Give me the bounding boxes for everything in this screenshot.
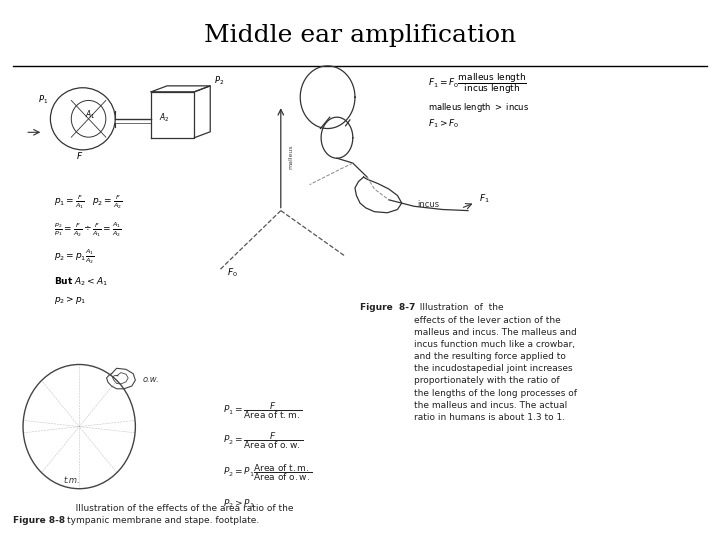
Text: $P_2 > P_1$: $P_2 > P_1$ xyxy=(223,497,255,510)
Text: $A_1$: $A_1$ xyxy=(85,108,95,120)
Text: t.m.: t.m. xyxy=(63,476,81,485)
Text: malleus length $>$ incus: malleus length $>$ incus xyxy=(428,102,530,114)
Text: $P_2$: $P_2$ xyxy=(214,74,224,86)
Text: $F$: $F$ xyxy=(76,150,83,161)
Text: malleus: malleus xyxy=(288,144,293,169)
Text: $F_0$: $F_0$ xyxy=(227,266,238,279)
Text: $p_2 > p_1$: $p_2 > p_1$ xyxy=(54,294,86,306)
Text: $F_1 > F_0$: $F_1 > F_0$ xyxy=(428,118,459,131)
Text: $P_1$: $P_1$ xyxy=(38,93,48,106)
Text: o.w.: o.w. xyxy=(143,375,159,383)
Text: Illustration  of  the
effects of the lever action of the
malleus and incus. The : Illustration of the effects of the lever… xyxy=(414,303,577,422)
Text: Figure 8-8: Figure 8-8 xyxy=(13,516,65,525)
Text: $\frac{p_2}{p_1} = \frac{F}{A_2} \div \frac{F}{A_1} = \frac{A_1}{A_2}$: $\frac{p_2}{p_1} = \frac{F}{A_2} \div \f… xyxy=(54,220,122,239)
Text: $p_1 = \frac{F}{A_1}$   $p_2 = \frac{F}{A_2}$: $p_1 = \frac{F}{A_1}$ $p_2 = \frac{F}{A_… xyxy=(54,194,122,211)
Text: Middle ear amplification: Middle ear amplification xyxy=(204,24,516,46)
Text: $A_2$: $A_2$ xyxy=(159,111,169,124)
Text: $P_2 = \dfrac{F}{\mathrm{Area\ of\ o.w.}}$: $P_2 = \dfrac{F}{\mathrm{Area\ of\ o.w.}… xyxy=(223,430,303,450)
Text: $P_2 = P_1 \dfrac{\mathrm{Area\ of\ t.m.}}{\mathrm{Area\ of\ o.w.}}$: $P_2 = P_1 \dfrac{\mathrm{Area\ of\ t.m.… xyxy=(223,462,313,483)
Text: $p_2 = p_1 \frac{A_1}{A_2}$: $p_2 = p_1 \frac{A_1}{A_2}$ xyxy=(54,247,94,266)
Text: $F_1$: $F_1$ xyxy=(479,193,490,205)
Text: But $A_2 < A_1$: But $A_2 < A_1$ xyxy=(54,275,108,288)
Text: Figure  8-7: Figure 8-7 xyxy=(360,303,415,313)
Text: $P_1 = \dfrac{F}{\mathrm{Area\ of\ t.m.}}$: $P_1 = \dfrac{F}{\mathrm{Area\ of\ t.m.}… xyxy=(223,400,303,421)
Text: Illustration of the effects of the area ratio of the
tympanic membrane and stape: Illustration of the effects of the area … xyxy=(67,504,294,525)
Text: incus: incus xyxy=(418,200,440,209)
Text: $F_1 = F_0 \dfrac{\mathrm{malleus\ length}}{\mathrm{incus\ length}}$: $F_1 = F_0 \dfrac{\mathrm{malleus\ lengt… xyxy=(428,71,527,96)
